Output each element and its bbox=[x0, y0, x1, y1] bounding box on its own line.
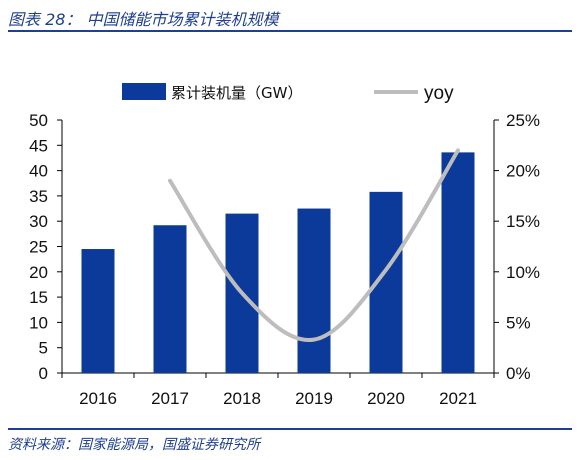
legend-line-label: yoy bbox=[424, 83, 454, 104]
y-left-tick-label: 30 bbox=[29, 212, 48, 231]
y-right-tick-label: 10% bbox=[506, 263, 540, 282]
y-left-tick-label: 15 bbox=[29, 288, 48, 307]
bar bbox=[153, 225, 187, 373]
bar bbox=[81, 249, 115, 373]
x-tick-label: 2018 bbox=[223, 389, 261, 408]
legend-bar-label: 累计装机量（GW） bbox=[171, 84, 302, 102]
yoy-line bbox=[168, 148, 460, 342]
y-left-tick-label: 5 bbox=[39, 339, 48, 358]
y-left-tick-label: 25 bbox=[29, 238, 48, 257]
source-note: 资料来源：国家能源局，国盛证券研究所 bbox=[8, 437, 260, 453]
y-left-tick-label: 40 bbox=[29, 162, 48, 181]
title-rule bbox=[8, 30, 572, 32]
y-left-tick-label: 45 bbox=[29, 136, 48, 155]
source-rule bbox=[8, 428, 572, 430]
x-tick-label: 2017 bbox=[151, 389, 189, 408]
y-left-tick-label: 0 bbox=[39, 364, 48, 383]
y-right-tick-label: 0% bbox=[506, 364, 531, 383]
y-right-tick-label: 15% bbox=[506, 212, 540, 231]
legend-bar-swatch bbox=[122, 83, 166, 100]
x-tick-label: 2019 bbox=[295, 389, 333, 408]
figure-title: 图表 28： 中国储能市场累计装机规模 bbox=[8, 10, 279, 29]
bar bbox=[441, 152, 475, 373]
y-left-tick-label: 50 bbox=[29, 111, 48, 130]
x-tick-label: 2020 bbox=[367, 389, 405, 408]
y-right-tick-label: 5% bbox=[506, 313, 531, 332]
y-left-tick-label: 35 bbox=[29, 187, 48, 206]
y-right-tick-label: 25% bbox=[506, 111, 540, 130]
chart: 0 5 10 15 20 25 30 35 40 45 50 0% 5% 10% 15% 20% 25% 2016… bbox=[29, 83, 540, 408]
y-left-tick-label: 10 bbox=[29, 313, 48, 332]
y-left-tick-label: 20 bbox=[29, 263, 48, 282]
x-tick-label: 2021 bbox=[439, 389, 477, 408]
bar bbox=[297, 208, 331, 373]
x-tick-label: 2016 bbox=[79, 389, 117, 408]
y-right-tick-label: 20% bbox=[506, 162, 540, 181]
